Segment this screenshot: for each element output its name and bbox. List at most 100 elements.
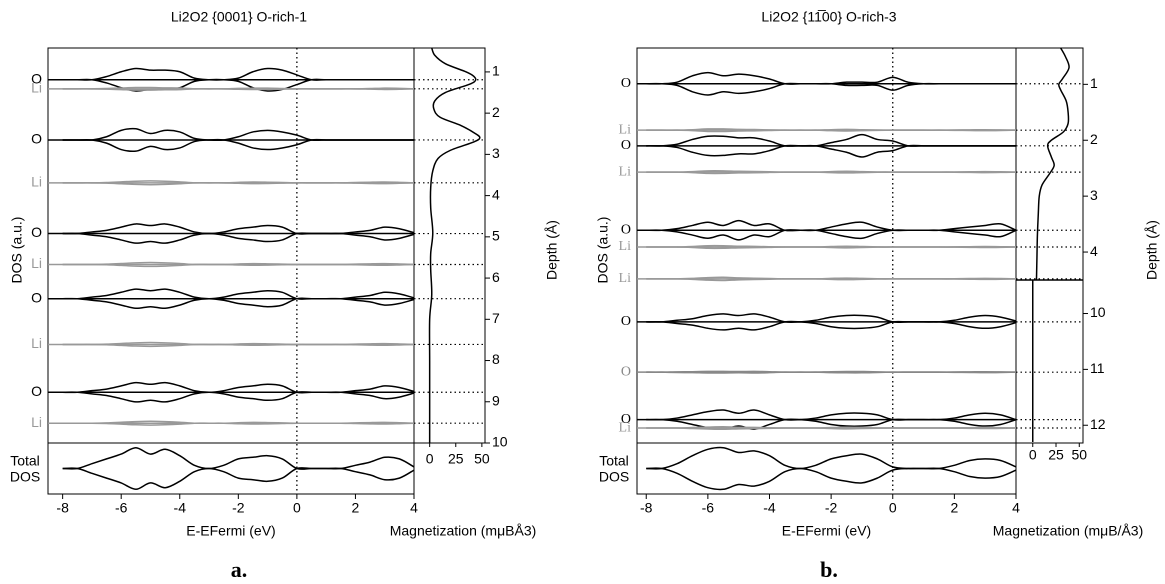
layer-label: Li	[31, 255, 42, 271]
dos-spin-down	[62, 138, 415, 153]
x-tick-label: 2	[950, 500, 958, 516]
dos-spin-up	[62, 67, 414, 81]
layer-label: O	[31, 224, 42, 240]
x-tick-label: -4	[763, 500, 776, 516]
depth-tick-label: 8	[492, 351, 500, 367]
dos-spin-up	[62, 223, 415, 235]
dos-spin-up	[646, 133, 1016, 147]
layer-label: Li	[619, 122, 632, 137]
depth-tick-label: 3	[1090, 187, 1098, 203]
total-dos	[646, 446, 1017, 470]
dos-spin-down	[646, 246, 1017, 250]
dos-frame	[47, 47, 415, 444]
x-tick-label: -4	[174, 500, 187, 516]
panel-title: Li2O2 {11̅00} O-rich-3	[761, 9, 896, 25]
depth-tick-label: 4	[492, 186, 500, 202]
total-label: Total	[10, 453, 40, 469]
dos-spin-down	[646, 82, 1016, 96]
depth-tick-label: 4	[1090, 243, 1098, 259]
dos-spin-up	[62, 127, 415, 142]
layer-label: Li	[619, 271, 632, 286]
depth-tick-label: 1	[1090, 75, 1098, 91]
x-tick-label: 4	[410, 500, 418, 516]
magnetization-frame	[1015, 47, 1084, 444]
layer-label: O	[31, 131, 42, 147]
layer-label: Li	[31, 174, 42, 190]
dos-spin-up	[62, 381, 415, 394]
dos-spin-down	[646, 320, 1017, 331]
depth-tick-label: 12	[1090, 416, 1106, 432]
layer-label: O	[31, 70, 42, 86]
x-tick-label: -2	[825, 500, 838, 516]
layer-label: O	[621, 76, 631, 91]
total-dos	[62, 446, 415, 470]
total-dos	[62, 467, 415, 491]
dos-spin-down	[646, 229, 1017, 241]
x-tick-label: -8	[640, 500, 653, 516]
dos-spin-up	[646, 409, 1017, 421]
dos-spin-down	[62, 263, 415, 268]
layer-label: Li	[31, 414, 42, 430]
x-tick-label: -2	[232, 500, 245, 516]
dos-spin-down	[62, 232, 415, 244]
dos-spin-down	[62, 182, 415, 186]
mag-tick-label: 50	[1071, 447, 1087, 463]
layer-label: O	[621, 412, 631, 427]
magnetization-label: Magnetization (mμBÅ3)	[390, 523, 537, 539]
depth-tick-label: 9	[492, 392, 500, 408]
dos-spin-up	[646, 313, 1017, 324]
total-dos	[646, 467, 1017, 491]
magnetization-profile	[428, 47, 481, 443]
dos-spin-down	[646, 129, 1017, 133]
depth-tick-label: 2	[492, 104, 500, 120]
x-axis-label: E-EFermi (eV)	[782, 523, 871, 539]
depth-tick-label: 7	[492, 310, 500, 326]
dos-spin-up	[62, 288, 415, 300]
dos-spin-down	[62, 343, 415, 348]
panel-label: b.	[820, 557, 838, 582]
mag-tick-label: 25	[1048, 447, 1064, 463]
layer-label: O	[621, 138, 631, 153]
x-tick-label: 0	[889, 500, 897, 516]
layer-label: Li	[619, 420, 632, 435]
mag-tick-label: 0	[1029, 447, 1037, 463]
layer-label: O	[621, 222, 631, 237]
x-tick-label: 0	[293, 500, 301, 516]
depth-tick-label: 1	[492, 63, 500, 79]
dos-spin-down	[62, 88, 415, 91]
x-tick-label: -6	[702, 500, 715, 516]
depth-tick-label: 11	[1090, 360, 1105, 376]
dos-spin-down	[646, 171, 1017, 175]
layer-label: O	[621, 314, 631, 329]
depth-tick-label: 10	[492, 434, 508, 450]
y-axis-label: DOS (a.u.)	[9, 217, 25, 284]
total-label: DOS	[599, 469, 629, 485]
x-tick-label: 4	[1012, 500, 1020, 516]
total-frame	[636, 442, 1017, 495]
depth-tick-label: 3	[492, 145, 500, 161]
mag-tick-label: 50	[474, 451, 490, 467]
mag-tick-label: 0	[426, 451, 434, 467]
depth-tick-label: 2	[1090, 131, 1098, 147]
magnetization-frame	[413, 47, 486, 444]
depth-tick-label: 10	[1090, 304, 1106, 320]
depth-tick-label: 5	[492, 228, 500, 244]
dos-spin-down	[646, 427, 1017, 431]
total-label: DOS	[10, 469, 40, 485]
x-tick-label: -6	[115, 500, 128, 516]
dos-spin-down	[646, 144, 1016, 158]
layer-label: Li	[619, 239, 632, 254]
layer-label: Li	[31, 335, 42, 351]
magnetization-profile	[1035, 47, 1070, 281]
panel-title: Li2O2 {0001} O-rich-1	[171, 9, 307, 25]
x-axis-label: E-EFermi (eV)	[186, 523, 275, 539]
y-axis-label: DOS (a.u.)	[595, 217, 611, 284]
dos-frame	[636, 47, 1017, 444]
dos-spin-down	[62, 422, 415, 426]
layer-label: O	[31, 383, 42, 399]
dos-spin-down	[62, 297, 415, 310]
mag-tick-label: 25	[448, 451, 464, 467]
dos-spin-down	[646, 371, 1017, 374]
layer-label: O	[621, 364, 631, 379]
